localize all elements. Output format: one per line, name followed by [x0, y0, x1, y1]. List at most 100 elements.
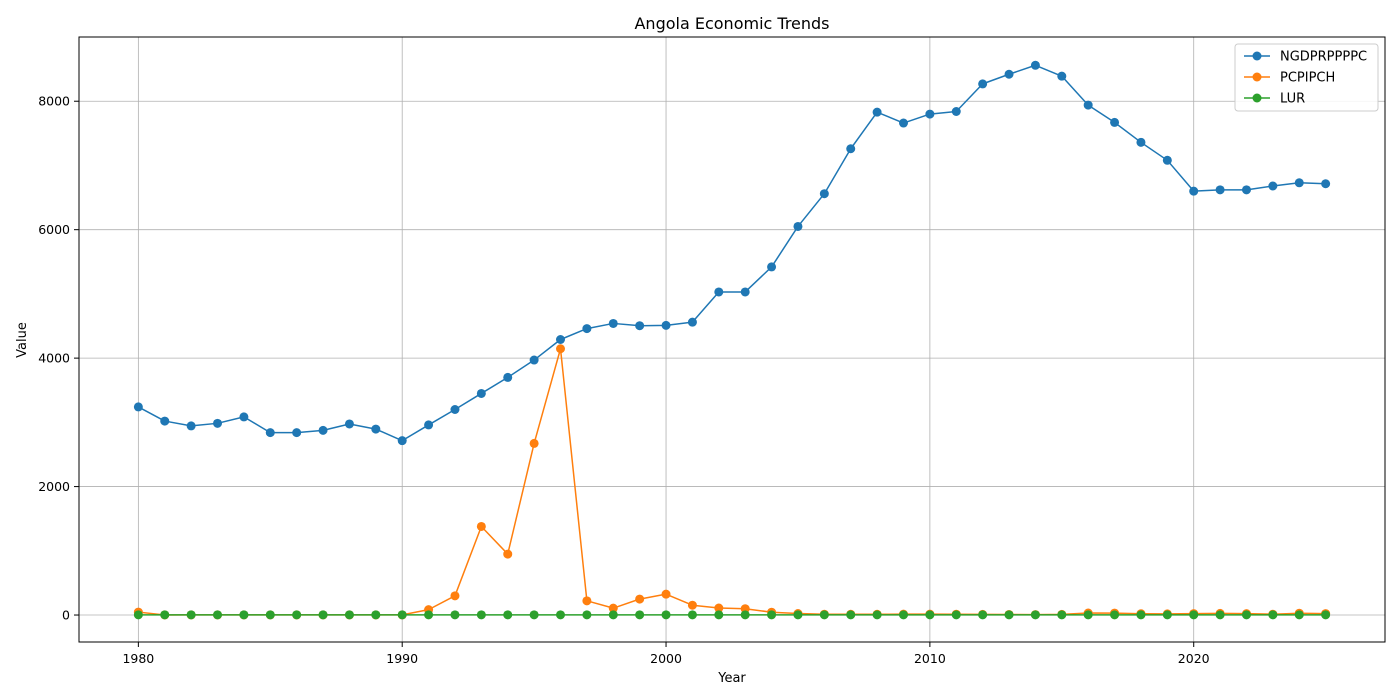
data-point [872, 107, 882, 117]
data-point [635, 594, 645, 604]
y-axis-label: Value [15, 322, 30, 358]
data-point [1268, 181, 1278, 191]
legend: NGDPRPPPPC PCPIPCH LUR [1234, 43, 1379, 112]
data-point [397, 436, 407, 446]
y-axis-ticks: 0 2000 4000 6000 8000 [38, 94, 79, 623]
data-point [476, 521, 486, 531]
y-tick-label: 0 [62, 608, 70, 623]
data-point [898, 610, 908, 620]
data-point [740, 610, 750, 620]
data-point [1110, 610, 1120, 620]
data-point [767, 262, 777, 272]
data-point [819, 610, 829, 620]
data-point [1241, 185, 1251, 195]
data-point [133, 402, 143, 412]
data-point [1083, 610, 1093, 620]
data-point [186, 610, 196, 620]
data-point [160, 610, 170, 620]
data-point [318, 425, 328, 435]
data-point [661, 589, 671, 599]
data-point [344, 419, 354, 429]
data-point [1321, 179, 1331, 189]
legend-item: PCPIPCH [1244, 71, 1335, 86]
data-point [661, 610, 671, 620]
data-point [1215, 185, 1225, 195]
data-point [582, 324, 592, 334]
data-point [476, 610, 486, 620]
series-lur [133, 610, 1331, 620]
data-point [1162, 610, 1172, 620]
x-tick-label: 2000 [650, 651, 682, 666]
data-point [925, 610, 935, 620]
data-point [344, 610, 354, 620]
data-point [1162, 155, 1172, 165]
data-point [819, 189, 829, 199]
data-point [635, 610, 645, 620]
data-point [1321, 610, 1331, 620]
data-point [556, 344, 566, 354]
data-point [1057, 71, 1067, 81]
data-point [1136, 137, 1146, 147]
data-point [265, 428, 275, 438]
data-point [925, 109, 935, 119]
data-point [898, 118, 908, 128]
data-point [424, 420, 434, 430]
data-point [265, 610, 275, 620]
data-point [793, 221, 803, 231]
data-point [661, 320, 671, 330]
data-point [503, 372, 513, 382]
data-point [292, 428, 302, 438]
data-point [1268, 610, 1278, 620]
data-point [1030, 60, 1040, 70]
data-point [1294, 178, 1304, 188]
data-point [1004, 69, 1014, 79]
data-point [978, 610, 988, 620]
data-point [1004, 610, 1014, 620]
x-tick-label: 2020 [1178, 651, 1210, 666]
legend-marker [1252, 51, 1262, 61]
data-point [292, 610, 302, 620]
y-tick-label: 2000 [38, 479, 70, 494]
data-point [133, 610, 143, 620]
data-point [1189, 610, 1199, 620]
data-point [714, 610, 724, 620]
chart-title: Angola Economic Trends [634, 14, 829, 33]
data-point [1241, 610, 1251, 620]
x-axis-ticks: 1980 1990 2000 2010 2020 [122, 642, 1210, 666]
data-point [872, 610, 882, 620]
data-point [635, 321, 645, 331]
x-tick-label: 1990 [386, 651, 418, 666]
y-tick-label: 8000 [38, 94, 70, 109]
data-point [450, 591, 460, 601]
legend-marker [1252, 72, 1262, 82]
data-point [476, 388, 486, 398]
data-point [846, 610, 856, 620]
legend-box [1234, 43, 1379, 112]
data-point [793, 610, 803, 620]
data-point [160, 416, 170, 426]
legend-item: NGDPRPPPPC [1244, 50, 1367, 65]
data-point [1294, 610, 1304, 620]
series-layer [133, 60, 1331, 620]
data-point [450, 405, 460, 415]
data-point [951, 610, 961, 620]
data-point [714, 603, 724, 613]
data-point [1110, 117, 1120, 127]
legend-label: PCPIPCH [1280, 71, 1335, 86]
data-point [740, 287, 750, 297]
data-point [556, 335, 566, 344]
data-point [608, 610, 618, 620]
data-point [767, 610, 777, 620]
data-point [687, 600, 697, 610]
data-point [239, 412, 249, 422]
data-point [397, 610, 407, 620]
legend-label: NGDPRPPPPC [1280, 50, 1367, 65]
data-point [239, 610, 249, 620]
data-point [213, 418, 223, 428]
x-tick-label: 2010 [914, 651, 946, 666]
data-point [1030, 610, 1040, 620]
data-point [503, 549, 513, 559]
series-ngdprppppc [133, 60, 1331, 446]
